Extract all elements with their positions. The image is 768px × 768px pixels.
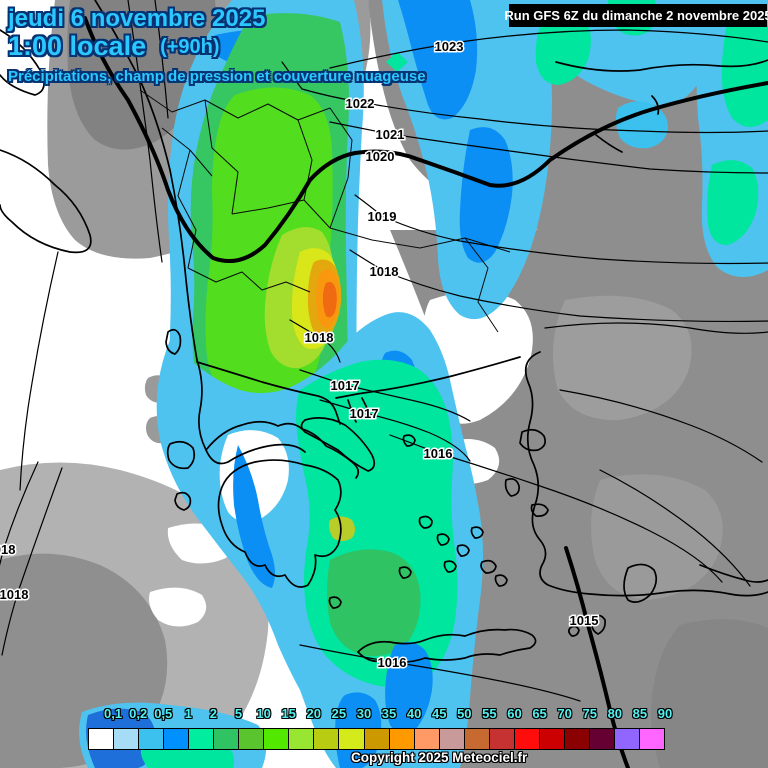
- pressure-label: 1018: [0, 542, 15, 557]
- isobars-layer: [0, 0, 768, 702]
- forecast-date: jeudi 6 novembre 2025: [8, 5, 266, 32]
- pressure-label: 1018: [305, 330, 334, 345]
- forecast-time-value: 1:00 locale: [8, 31, 147, 61]
- pressure-label: 1016: [378, 655, 407, 670]
- coastlines-layer: [0, 0, 768, 663]
- pressure-label: 1018: [0, 587, 28, 602]
- pressure-label: 1019: [368, 209, 397, 224]
- pressure-label: 1022: [346, 96, 375, 111]
- pressure-label: 1020: [366, 149, 395, 164]
- forecast-time: 1:00 locale (+90h): [8, 33, 220, 60]
- pressure-labels-layer: 1023 1022 1021 1020 1019 1018 1018 1017 1017 1016…: [0, 38, 600, 672]
- pressure-label: 1021: [376, 127, 405, 142]
- map-subtitle: Précipitations, champ de pression et cou…: [8, 68, 426, 85]
- run-info-badge: Run GFS 6Z du dimanche 2 novembre 2025: [504, 4, 768, 27]
- pressure-label: 1017: [331, 378, 360, 393]
- pressure-label: 1016: [424, 446, 453, 461]
- pressure-label: 1017: [350, 406, 379, 421]
- forecast-offset: (+90h): [160, 36, 220, 58]
- pressure-label: 1015: [570, 613, 599, 628]
- pressure-label: 1023: [435, 39, 464, 54]
- pressure-label: 1018: [370, 264, 399, 279]
